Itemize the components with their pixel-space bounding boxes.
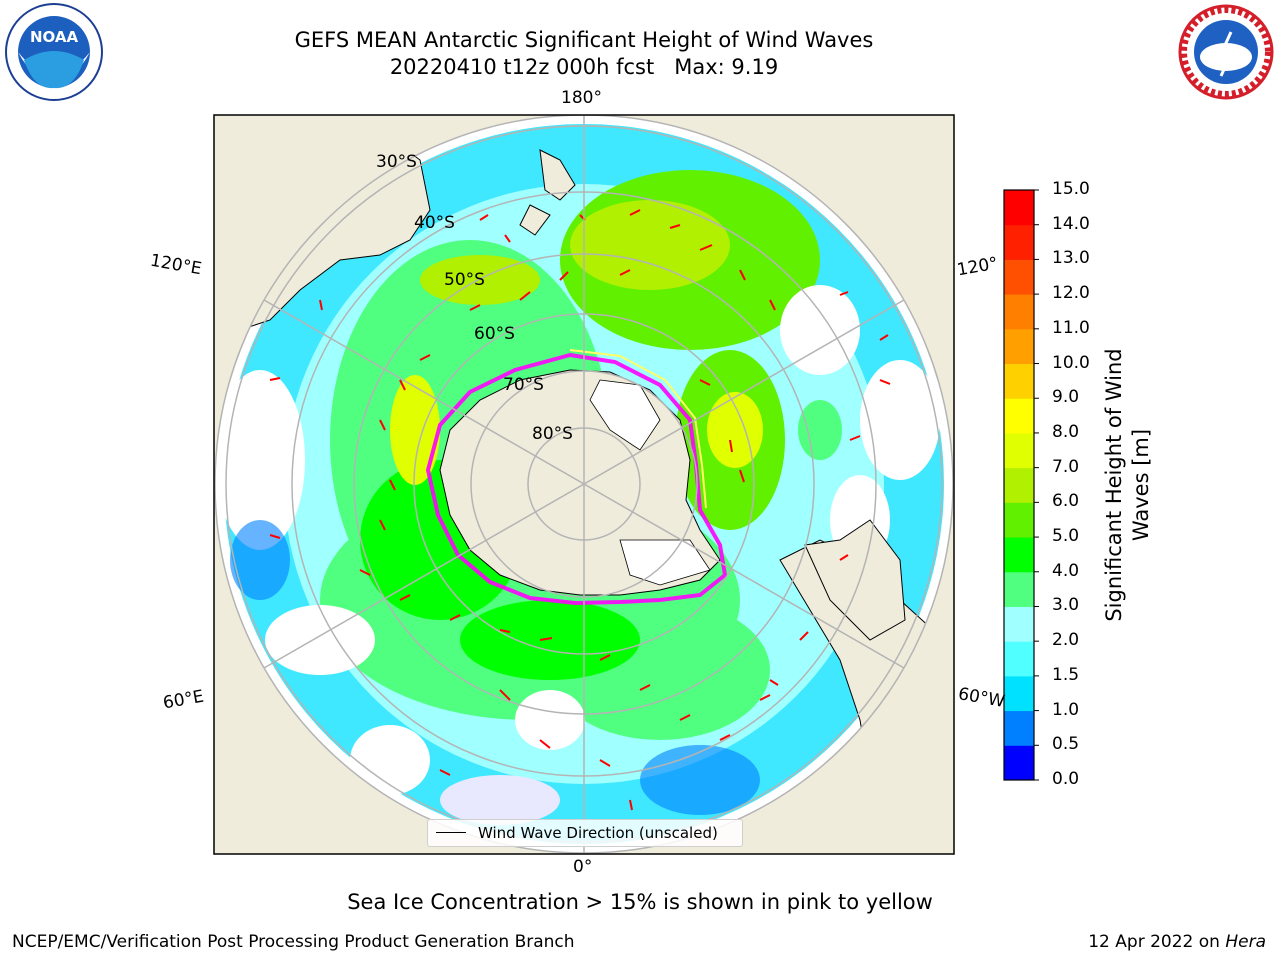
colorbar-axis-label: Significant Height of Wind Waves [m] (1102, 348, 1153, 622)
colorbar-tick-label: 4.0 (1052, 560, 1080, 581)
colorbar-segment (1004, 675, 1034, 712)
sea-ice-note: Sea Ice Concentration > 15% is shown in … (347, 890, 933, 914)
colorbar-segment (1004, 259, 1034, 295)
colorbar-tick-label: 13.0 (1052, 248, 1090, 269)
colorbar-tick-label: 9.0 (1052, 387, 1080, 408)
colorbar-tick-label: 14.0 (1052, 213, 1090, 234)
colorbar-segment (1004, 710, 1034, 746)
colorbar-segment (1004, 398, 1034, 434)
footer-date-text: 12 Apr 2022 on (1088, 932, 1226, 952)
colorbar-segment (1004, 190, 1034, 226)
colorbar-tick-label: 1.5 (1052, 664, 1080, 685)
colorbar-segment (1004, 328, 1034, 365)
lat-label-30s: 30°S (376, 152, 417, 172)
colorbar-tick-label: 5.0 (1052, 526, 1080, 547)
max-value: Max: 9.19 (674, 55, 779, 79)
colorbar-tick-label: 8.0 (1052, 421, 1080, 442)
colorbar-segment (1004, 641, 1034, 677)
colorbar-segment (1004, 224, 1034, 260)
chart-title: GEFS MEAN Antarctic Significant Height o… (294, 28, 874, 52)
wind-arrows (269, 209, 891, 811)
colorbar-tick-label: 0.0 (1052, 769, 1080, 789)
colorbar-tick-label: 7.0 (1052, 456, 1080, 477)
colorbar-tick-label: 11.0 (1052, 317, 1090, 338)
colorbar-tick-label: 1.0 (1052, 699, 1080, 720)
forecast-time: 20220410 t12z 000h fcst (389, 55, 655, 79)
noaa-logo-icon: NOAA (5, 3, 103, 101)
colorbar-segment (1004, 467, 1034, 503)
footer-branch: NCEP/EMC/Verification Post Processing Pr… (12, 932, 575, 952)
colorbar-tick-label: 2.0 (1052, 630, 1080, 651)
chart-subtitle: 20220410 t12z 000h fcst Max: 9.19 (184, 54, 984, 80)
lat-label-40s: 40°S (414, 213, 455, 233)
colorbar-segment (1004, 745, 1034, 781)
map-legend: Wind Wave Direction (unscaled) (427, 819, 743, 847)
footer-host: Hera (1225, 932, 1266, 952)
lat-label-70s: 70°S (503, 375, 544, 395)
colorbar-segment (1004, 571, 1034, 607)
lat-label-60s: 60°S (474, 324, 515, 344)
footer-date: 12 Apr 2022 on Hera (1088, 932, 1266, 952)
legend-label: Wind Wave Direction (unscaled) (478, 824, 718, 842)
colorbar-tick-label: 0.5 (1052, 734, 1080, 755)
map-frame (213, 114, 955, 855)
sea-ice-edge (425, 352, 728, 606)
legend-line-sample (436, 832, 466, 833)
colorbar-segment (1004, 606, 1034, 642)
colorbar-frame (1003, 189, 1035, 781)
lat-label-50s: 50°S (444, 270, 485, 290)
lon-label-180: 180° (561, 88, 602, 108)
svg-text:NOAA: NOAA (30, 28, 79, 46)
colorbar-tick-label: 10.0 (1052, 352, 1090, 373)
lat-label-80s: 80°S (532, 424, 573, 444)
colorbar-segment (1004, 432, 1034, 469)
national-weather-service-logo-icon (1178, 4, 1274, 100)
colorbar-segment (1004, 363, 1034, 399)
colorbar-segment (1004, 537, 1034, 573)
colorbar-segment (1004, 294, 1034, 330)
colorbar-segment (1004, 502, 1034, 538)
lon-label-0: 0° (573, 857, 593, 877)
colorbar-tick-label: 3.0 (1052, 595, 1080, 616)
colorbar-tick-label: 12.0 (1052, 283, 1090, 304)
colorbar (1003, 189, 1039, 781)
colorbar-tick-label: 15.0 (1052, 179, 1090, 199)
colorbar-tick-label: 6.0 (1052, 491, 1080, 512)
map-area (214, 115, 954, 854)
